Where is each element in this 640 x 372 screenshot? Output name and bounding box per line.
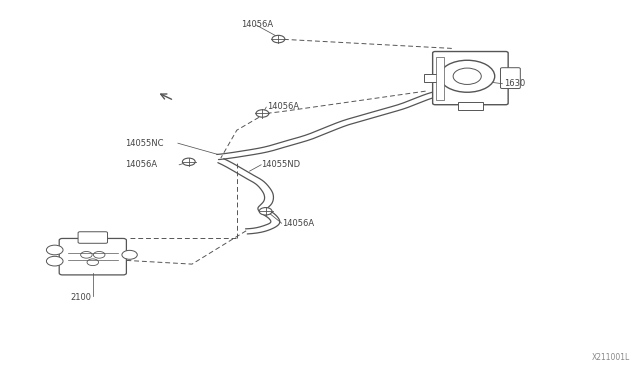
- Text: 14055ND: 14055ND: [261, 160, 300, 169]
- Circle shape: [122, 250, 138, 259]
- Text: X211001L: X211001L: [592, 353, 630, 362]
- Circle shape: [46, 256, 63, 266]
- FancyBboxPatch shape: [433, 51, 508, 105]
- Circle shape: [272, 35, 285, 43]
- Bar: [424, 74, 438, 82]
- Circle shape: [259, 208, 272, 215]
- Text: 14055NC: 14055NC: [125, 139, 163, 148]
- Text: 1630: 1630: [504, 79, 525, 88]
- Circle shape: [256, 110, 269, 117]
- Text: 14056A: 14056A: [125, 160, 157, 169]
- FancyBboxPatch shape: [59, 238, 127, 275]
- Bar: [458, 102, 483, 110]
- Text: 14056A: 14056A: [282, 219, 314, 228]
- FancyBboxPatch shape: [78, 232, 108, 243]
- Circle shape: [46, 245, 63, 255]
- Circle shape: [81, 251, 92, 258]
- Circle shape: [87, 259, 99, 266]
- Text: 14056A: 14056A: [268, 102, 300, 111]
- Text: 2100: 2100: [70, 293, 92, 302]
- Circle shape: [182, 158, 195, 166]
- Text: 14056A: 14056A: [241, 20, 273, 29]
- Circle shape: [93, 251, 105, 258]
- Bar: [436, 57, 444, 99]
- FancyBboxPatch shape: [500, 68, 520, 89]
- Circle shape: [453, 68, 481, 84]
- Circle shape: [440, 60, 495, 92]
